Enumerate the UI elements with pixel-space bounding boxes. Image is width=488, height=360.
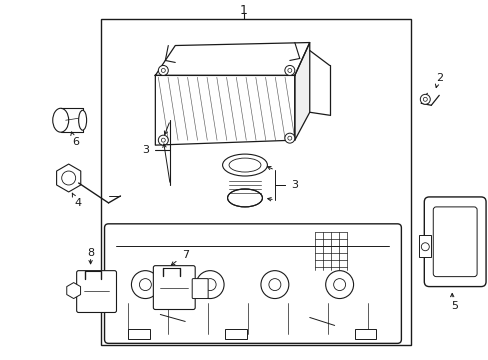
FancyBboxPatch shape xyxy=(432,207,476,276)
Ellipse shape xyxy=(79,110,86,130)
Text: 5: 5 xyxy=(451,301,458,311)
Bar xyxy=(128,329,150,339)
Circle shape xyxy=(196,271,224,298)
Bar xyxy=(419,235,430,257)
Bar xyxy=(224,329,246,339)
Ellipse shape xyxy=(222,154,267,176)
Ellipse shape xyxy=(53,108,68,132)
Circle shape xyxy=(420,94,429,104)
Circle shape xyxy=(285,133,294,143)
Circle shape xyxy=(325,271,353,298)
Bar xyxy=(101,19,410,345)
FancyBboxPatch shape xyxy=(192,279,208,298)
FancyBboxPatch shape xyxy=(424,197,485,287)
Polygon shape xyxy=(294,42,309,140)
Circle shape xyxy=(268,279,280,291)
Circle shape xyxy=(285,66,294,75)
Text: 3: 3 xyxy=(142,145,148,155)
Ellipse shape xyxy=(228,158,261,172)
Circle shape xyxy=(61,171,76,185)
Circle shape xyxy=(161,138,165,142)
Text: 4: 4 xyxy=(74,198,81,208)
FancyBboxPatch shape xyxy=(77,271,116,312)
Circle shape xyxy=(287,136,291,140)
Text: 8: 8 xyxy=(87,248,94,258)
Bar xyxy=(354,329,376,339)
FancyBboxPatch shape xyxy=(153,266,195,310)
Circle shape xyxy=(287,68,291,72)
Text: 7: 7 xyxy=(182,250,188,260)
Text: 6: 6 xyxy=(72,137,79,147)
FancyBboxPatch shape xyxy=(104,224,401,343)
Text: 3: 3 xyxy=(291,180,298,190)
Circle shape xyxy=(261,271,288,298)
Circle shape xyxy=(131,271,159,298)
Text: 1: 1 xyxy=(240,4,247,17)
Text: 2: 2 xyxy=(435,73,442,84)
Circle shape xyxy=(203,279,216,291)
Circle shape xyxy=(158,66,168,75)
Circle shape xyxy=(139,279,151,291)
Circle shape xyxy=(333,279,345,291)
Circle shape xyxy=(423,97,427,101)
Polygon shape xyxy=(155,75,294,145)
Circle shape xyxy=(158,135,168,145)
Circle shape xyxy=(161,68,165,72)
Ellipse shape xyxy=(227,189,262,207)
Polygon shape xyxy=(155,42,309,75)
Circle shape xyxy=(421,243,428,251)
